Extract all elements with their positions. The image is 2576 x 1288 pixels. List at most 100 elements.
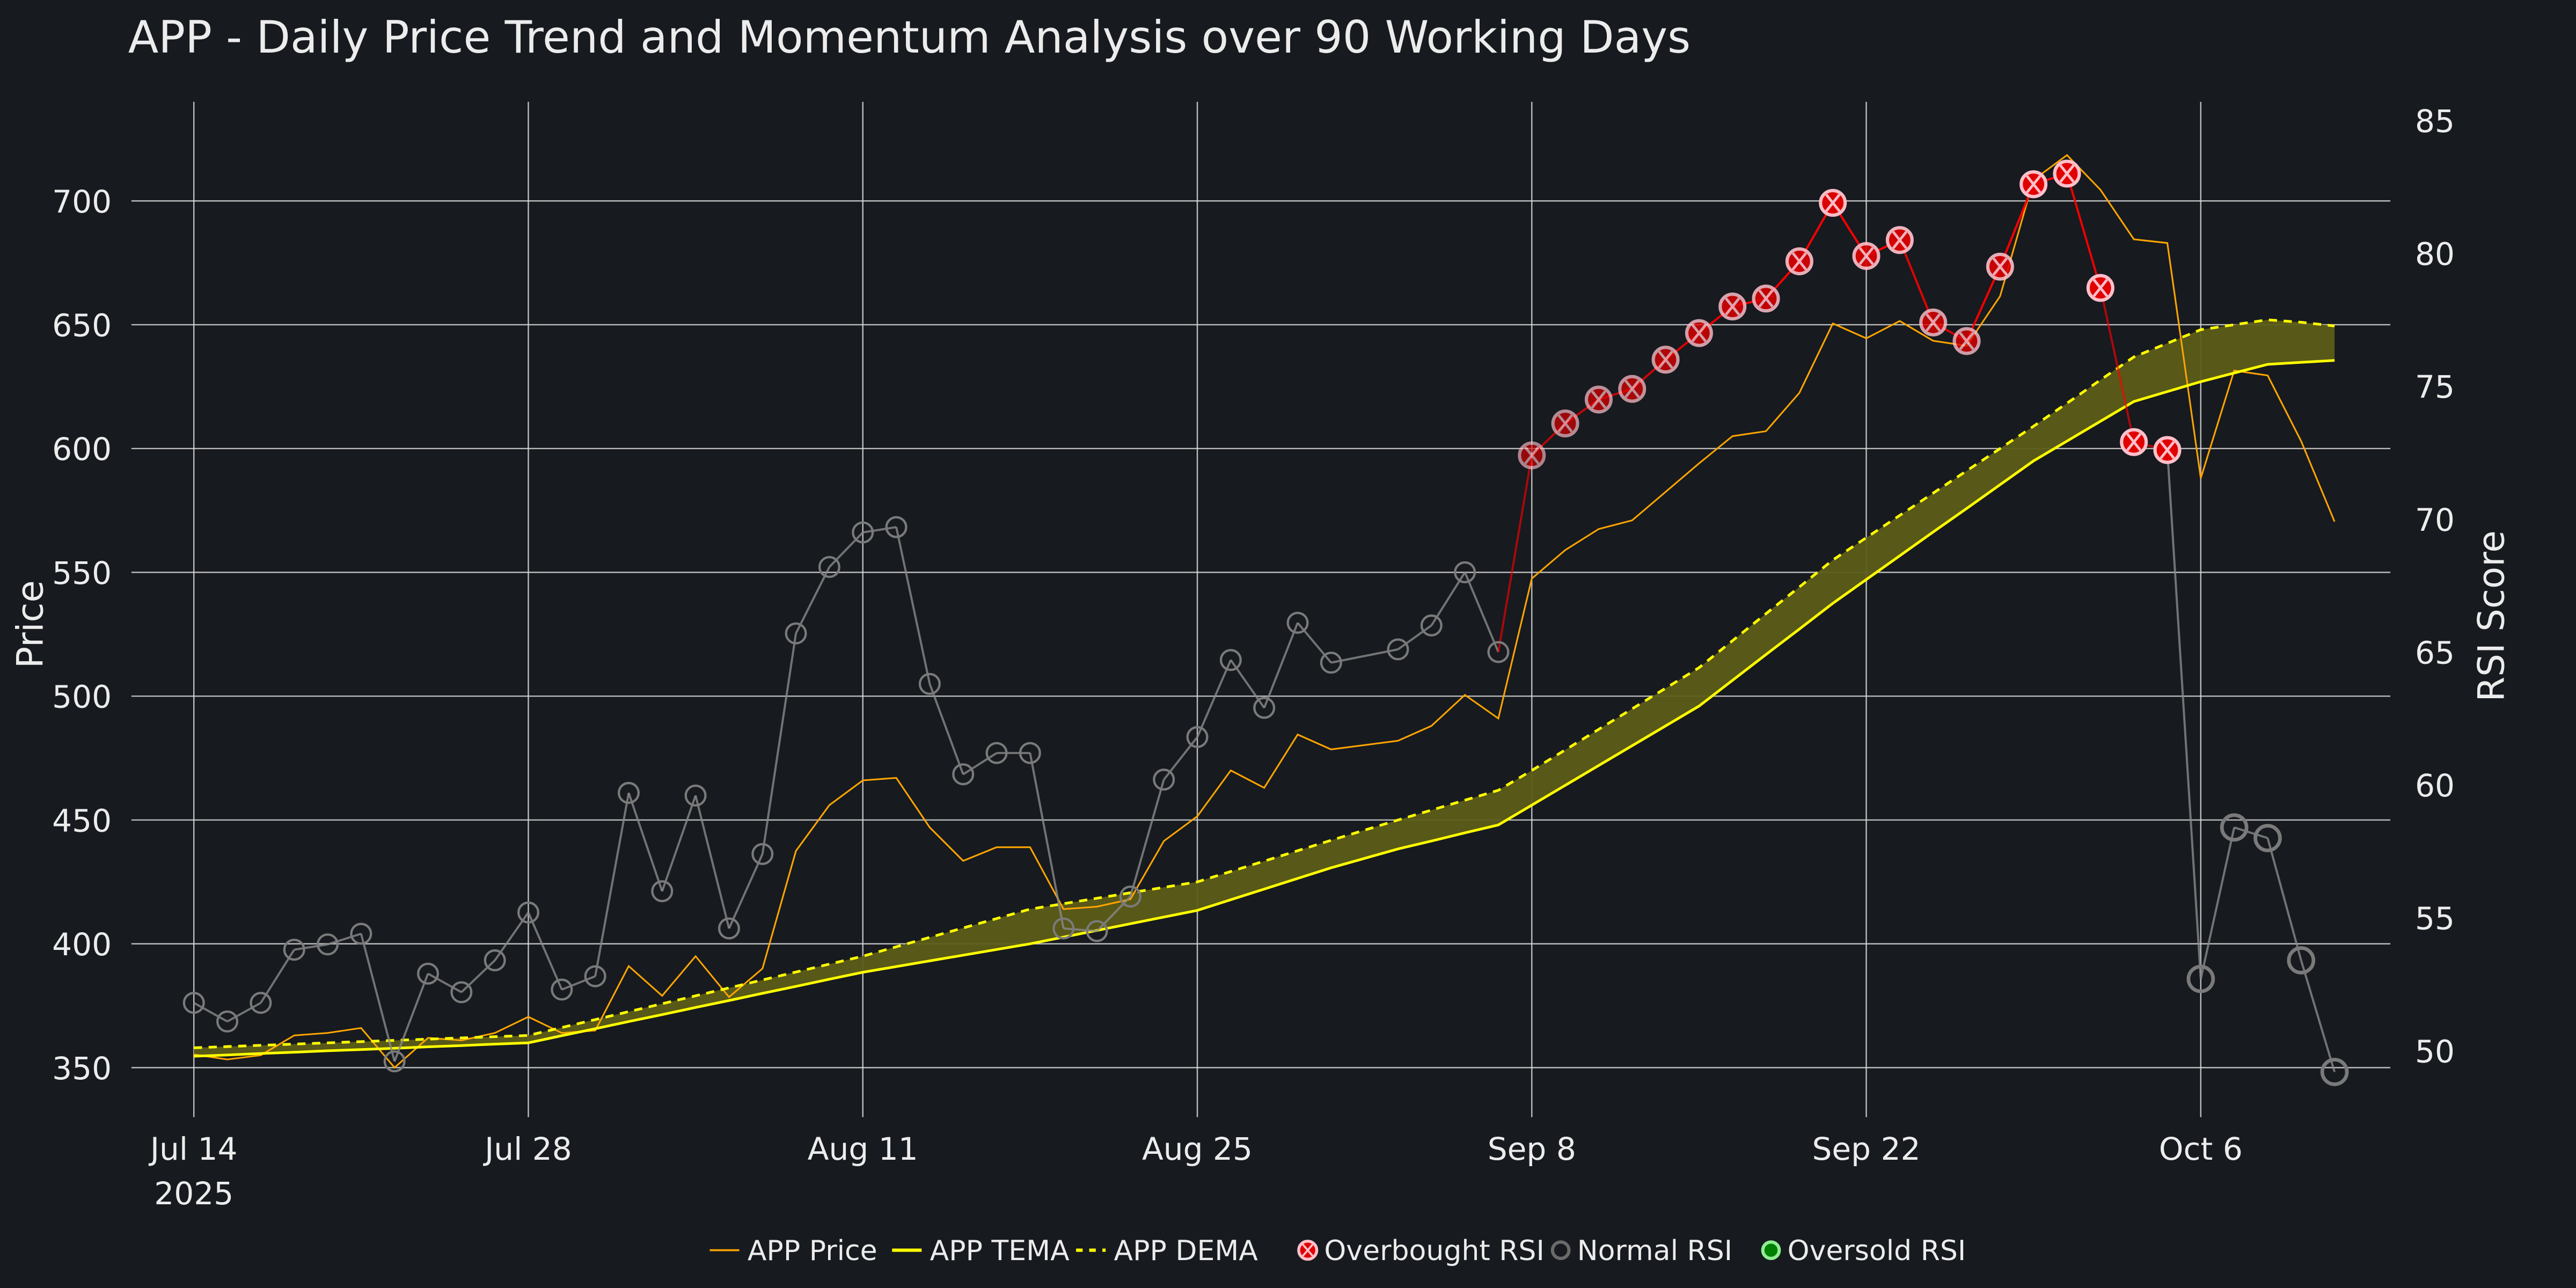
rsi-segment (226, 1001, 261, 1023)
y-tick-label: 350 (52, 1050, 112, 1087)
overbought-rsi-marker (1518, 441, 1546, 470)
x-mark-icon (2126, 433, 2142, 451)
x-mark-icon (2160, 441, 2175, 459)
normal-rsi-marker (1019, 742, 1041, 764)
normal-rsi-marker (684, 784, 707, 807)
normal-rsi-marker (1119, 885, 1141, 908)
overbought-rsi-marker (1986, 252, 2014, 281)
normal-rsi-marker (1487, 641, 1510, 663)
x-tick-label: Oct 6 (2159, 1131, 2243, 1167)
rsi-segment (1096, 896, 1131, 932)
legend-normal-icon (1550, 1240, 1571, 1260)
rsi-segment (1129, 779, 1165, 897)
rsi-segment (460, 959, 496, 993)
normal-rsi-marker (751, 843, 774, 865)
normal-rsi-marker (1286, 611, 1309, 634)
normal-rsi-marker (1253, 697, 1276, 719)
x-mark-icon (1725, 297, 1740, 316)
legend-item[interactable]: Overbought RSI (1297, 1235, 1545, 1267)
x-mark-icon (2059, 164, 2075, 183)
normal-rsi-marker (517, 901, 540, 924)
normal-rsi-marker (2320, 1058, 2349, 1086)
normal-rsi-marker (885, 516, 908, 538)
normal-rsi-marker (551, 978, 573, 1001)
legend-item[interactable]: APP TEMA (892, 1235, 1070, 1267)
rsi-segment (1463, 572, 1499, 653)
normal-rsi-marker (1186, 726, 1209, 748)
normal-rsi-marker (1153, 769, 1175, 791)
rsi-segment (1497, 455, 1533, 653)
y2-tick-label: 50 (2415, 1033, 2455, 1070)
overbought-rsi-marker (1685, 319, 1713, 347)
legend-label: Normal RSI (1577, 1235, 1732, 1267)
overbought-rsi-marker (1618, 375, 1646, 403)
overbought-rsi-marker (1785, 247, 1813, 275)
y2-tick-label: 60 (2415, 767, 2455, 804)
overbought-rsi-marker (2086, 274, 2114, 302)
y-tick-label: 700 (52, 184, 112, 220)
rsi-segment (1263, 622, 1299, 708)
x-tick-label: Jul 28 (482, 1131, 572, 1167)
y-tick-label: 500 (52, 679, 112, 715)
overbought-rsi-marker (1819, 188, 1847, 217)
normal-rsi-marker (718, 917, 740, 940)
legend-item[interactable]: Normal RSI (1550, 1235, 1732, 1267)
legend-label: Oversold RSI (1788, 1235, 1966, 1267)
x-mark-icon (1557, 414, 1573, 433)
series-lines (194, 153, 2336, 1069)
x-mark-icon (2092, 279, 2108, 297)
rsi-segment (360, 933, 396, 1062)
rsi-segment (1196, 660, 1232, 738)
rsi-segment (1029, 752, 1065, 929)
rsi-segment (294, 943, 328, 951)
rsi-segment (327, 933, 362, 946)
normal-rsi-marker (918, 672, 941, 695)
y-tick-label: 450 (52, 802, 112, 839)
overbought-rsi-marker (2153, 436, 2182, 464)
legend: APP Price APP TEMA APP DEMA Overbought RSI N… (709, 1235, 1966, 1267)
x-mark-icon (1892, 231, 1908, 250)
rsi-segment (2266, 838, 2302, 961)
overbought-rsi-marker (2019, 170, 2048, 199)
legend-item[interactable]: APP Price (709, 1235, 877, 1267)
chart-title: APP - Daily Price Trend and Momentum Ana… (128, 12, 1690, 63)
rsi-segment (1397, 624, 1432, 650)
rsi-segment (1297, 622, 1332, 664)
y2-tick-label: 75 (2415, 369, 2455, 405)
rsi-segment (1163, 736, 1198, 780)
x-mark-icon (1302, 1243, 1314, 1257)
rsi-segment (627, 792, 663, 892)
x-mark-icon (1992, 258, 2008, 276)
y-axis-title: Price (9, 580, 52, 668)
rsi-segment (2066, 173, 2102, 289)
rsi-segment (728, 853, 764, 929)
x-mark-icon (1524, 446, 1540, 465)
normal-rsi-marker (2220, 813, 2249, 842)
rsi-segment (694, 795, 730, 929)
normal-rsi-marker (416, 962, 440, 985)
normal-rsi-marker (1387, 638, 1409, 661)
normal-rsi-marker (2253, 824, 2282, 852)
normal-rsi-marker (450, 981, 473, 1004)
normal-rsi-marker (584, 965, 606, 987)
rsi-segment (862, 526, 897, 534)
overbought-rsi-marker (1718, 292, 1747, 321)
normal-rsi-marker (484, 949, 506, 971)
x-mark-icon (1791, 252, 1807, 270)
normal-rsi-marker (283, 939, 305, 961)
legend-item[interactable]: Oversold RSI (1761, 1235, 1966, 1267)
price-line (194, 153, 2336, 1069)
legend-item[interactable]: APP DEMA (1076, 1235, 1258, 1267)
x-mark-icon (1624, 379, 1640, 398)
rsi-segment (1063, 927, 1097, 932)
y2-tick-label: 80 (2415, 236, 2455, 273)
y-tick-label: 600 (52, 431, 112, 467)
dema-line (194, 318, 2335, 1049)
x-tick-sublabel: 2025 (154, 1175, 233, 1212)
overbought-rsi-marker (2053, 159, 2081, 188)
x-tick-label: Aug 25 (1142, 1131, 1253, 1167)
x-tick-label: Sep 8 (1488, 1131, 1576, 1167)
normal-rsi-marker (350, 923, 372, 945)
y-tick-label: 650 (52, 308, 112, 344)
